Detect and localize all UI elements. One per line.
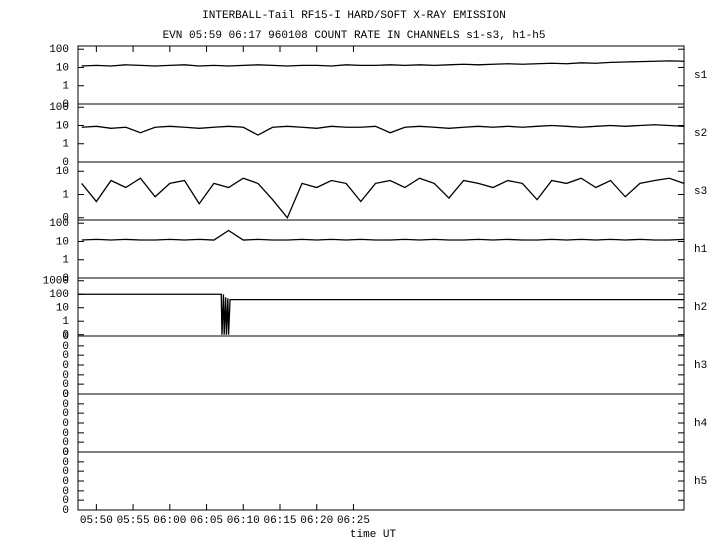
y-tick-label: 0 [62, 350, 69, 362]
y-tick-label: 100 [49, 102, 69, 114]
y-tick-label: 0 [62, 486, 69, 498]
panel-frame [77, 277, 685, 337]
y-tick-label: 100 [49, 44, 69, 56]
panel-label: s3 [694, 186, 707, 198]
y-tick-label: 0 [62, 418, 69, 430]
y-tick-label: 0 [62, 399, 69, 411]
x-tick-label: 06:15 [263, 515, 296, 527]
y-tick-label: 1 [62, 316, 69, 328]
y-tick-label: 0 [62, 370, 69, 382]
y-tick-label: 0 [62, 389, 69, 401]
y-tick-label: 10 [56, 62, 69, 74]
y-tick-label: 0 [62, 273, 69, 285]
data-line [81, 177, 685, 219]
panel-frame [77, 451, 685, 511]
y-tick-label: 0 [62, 447, 69, 459]
panel-label: s1 [694, 70, 708, 82]
panel-frame [77, 45, 685, 105]
y-tick-label: 0 [62, 330, 69, 342]
data-line [81, 60, 685, 67]
chart-subtitle: EVN 05:59 06:17 960108 COUNT RATE IN CHA… [163, 30, 546, 42]
x-tick-label: 05:55 [117, 515, 150, 527]
y-tick-label: 0 [62, 466, 69, 478]
panel-label: h5 [694, 476, 707, 488]
y-tick-label: 100 [49, 218, 69, 230]
y-tick-label: 0 [62, 99, 69, 111]
panel-label: h1 [694, 244, 708, 256]
data-line [81, 229, 685, 241]
x-tick-label: 06:05 [190, 515, 223, 527]
y-tick-label: 0 [62, 379, 69, 391]
panel-label: h4 [694, 418, 708, 430]
panel-label: s2 [694, 128, 707, 140]
y-tick-label: 0 [62, 360, 69, 372]
x-axis-label: time UT [350, 529, 397, 541]
y-tick-label: 0 [62, 213, 69, 225]
y-tick-label: 10 [56, 303, 69, 315]
panel-label: h3 [694, 360, 707, 372]
y-tick-label: 0 [62, 457, 69, 469]
y-tick-label: 0 [62, 505, 69, 517]
panel-frame [77, 335, 685, 395]
x-tick-label: 05:50 [80, 515, 113, 527]
y-tick-label: 0 [62, 408, 69, 420]
chart-title: INTERBALL-Tail RF15-I HARD/SOFT X-RAY EM… [202, 10, 506, 22]
y-tick-label: 10 [56, 120, 69, 132]
x-tick-label: 06:20 [300, 515, 333, 527]
data-line [81, 124, 685, 136]
y-tick-label: 10 [56, 236, 69, 248]
y-tick-label: 1000 [43, 276, 69, 288]
y-tick-label: 1 [62, 189, 69, 201]
y-tick-label: 0 [62, 331, 69, 343]
y-tick-label: 100 [49, 289, 69, 301]
y-tick-label: 0 [62, 437, 69, 449]
y-tick-label: 0 [62, 341, 69, 353]
y-tick-label: 0 [62, 447, 69, 459]
y-tick-label: 0 [62, 476, 69, 488]
y-tick-label: 1 [62, 81, 69, 93]
y-tick-label: 0 [62, 157, 69, 169]
y-tick-label: 10 [56, 166, 69, 178]
data-line [78, 293, 684, 335]
y-tick-label: 0 [62, 495, 69, 507]
y-tick-label: 1 [62, 255, 69, 267]
y-tick-label: 1 [62, 139, 69, 151]
x-tick-label: 06:25 [337, 515, 370, 527]
panel-frame [77, 393, 685, 453]
x-tick-label: 06:00 [153, 515, 186, 527]
y-tick-label: 0 [62, 428, 69, 440]
panel-label: h2 [694, 302, 707, 314]
panel-frame [77, 161, 685, 221]
panel-frame [77, 103, 685, 163]
y-tick-label: 0 [62, 389, 69, 401]
panel-frame [77, 219, 685, 279]
x-tick-label: 06:10 [227, 515, 260, 527]
